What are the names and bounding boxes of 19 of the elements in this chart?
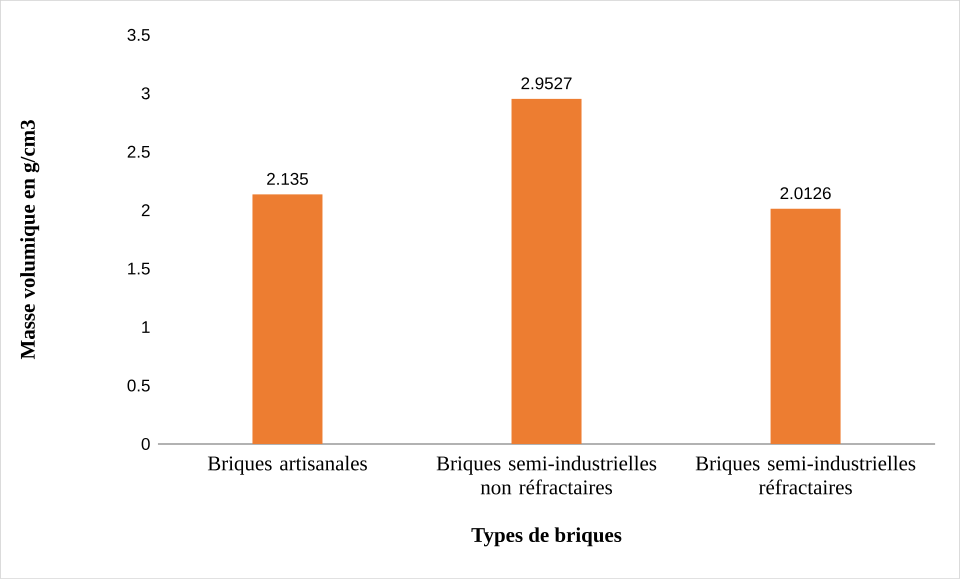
data-label: 2.135: [267, 172, 308, 185]
data-label: 2.0126: [780, 187, 831, 200]
bar: [512, 98, 582, 444]
y-tick-label: 3.5: [128, 28, 150, 41]
y-tick-label: 0: [142, 438, 150, 450]
y-tick-label: 2: [142, 204, 150, 216]
bar: [770, 208, 841, 444]
x-tick-label: Briques semi-industrielles réfractaires: [696, 456, 916, 494]
x-tick-label: Briques artisanales: [208, 456, 367, 475]
y-axis-title: Masse volumique en g/cm3: [20, 120, 40, 360]
x-tick-label: Briques semi-industrielles non réfractaires: [436, 456, 656, 494]
x-axis-title: Types de briques: [471, 527, 622, 546]
y-tick-label: 3: [142, 87, 150, 100]
y-tick-label: 1: [142, 321, 150, 333]
bar: [252, 194, 322, 444]
data-label: 2.9527: [521, 77, 572, 90]
y-tick-label: 1.5: [128, 262, 150, 275]
y-tick-label: 2.5: [128, 146, 150, 158]
y-tick-label: 0.5: [128, 380, 150, 392]
